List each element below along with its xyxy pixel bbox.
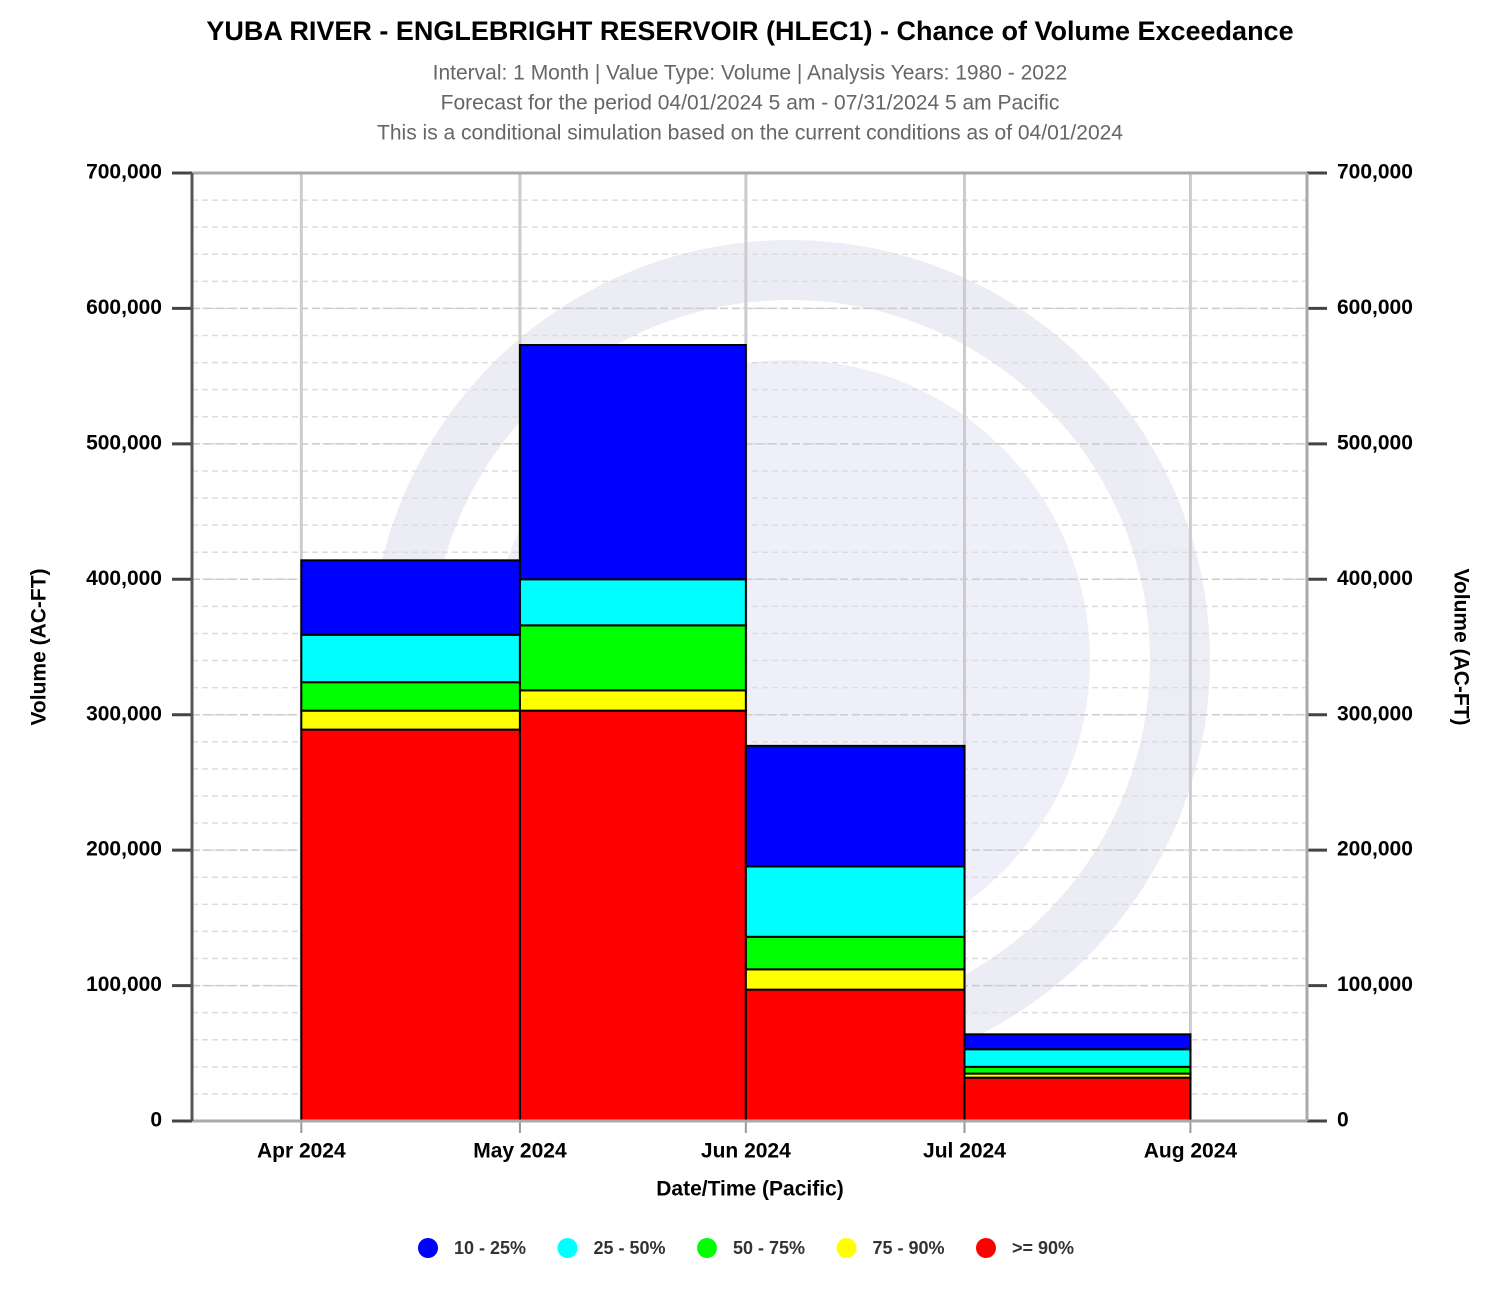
y-tick-label: 700,000 bbox=[86, 161, 162, 184]
y2-tick-label: 600,000 bbox=[1337, 296, 1413, 319]
y-tick-label: 600,000 bbox=[86, 296, 162, 319]
bar-segment bbox=[963, 1065, 1192, 1075]
x-tick-label: May 2024 bbox=[473, 1140, 567, 1163]
y2-tick-label: 500,000 bbox=[1337, 431, 1413, 454]
bar-segment bbox=[300, 681, 521, 712]
legend-marker bbox=[976, 1238, 996, 1258]
x-tick-label: Apr 2024 bbox=[257, 1140, 346, 1163]
legend-marker bbox=[836, 1238, 857, 1258]
y-axis-label: Volume (AC-FT) bbox=[28, 568, 51, 725]
y2-tick-label: 300,000 bbox=[1337, 702, 1413, 725]
bar-segment bbox=[300, 633, 521, 684]
legend-marker bbox=[557, 1238, 578, 1258]
bar-segment bbox=[300, 728, 521, 1123]
y-tick-label: 100,000 bbox=[86, 973, 162, 996]
legend-label: 25 - 50% bbox=[594, 1238, 666, 1258]
bar-segment bbox=[518, 578, 747, 627]
bar-segment bbox=[744, 744, 966, 868]
y2-tick-label: 700,000 bbox=[1337, 161, 1413, 184]
bar-segment bbox=[518, 689, 747, 712]
bar-segment bbox=[963, 1076, 1192, 1122]
subtitle: Interval: 1 Month | Value Type: Volume |… bbox=[433, 62, 1068, 85]
bar-segment bbox=[744, 988, 966, 1122]
bar-segment bbox=[744, 968, 966, 991]
bar-segment bbox=[518, 624, 747, 692]
y-tick-label: 400,000 bbox=[86, 567, 162, 590]
x-axis-label: Date/Time (Pacific) bbox=[656, 1178, 844, 1201]
y-tick-label: 500,000 bbox=[86, 431, 162, 454]
legend-label: >= 90% bbox=[1012, 1238, 1074, 1258]
bar-segment bbox=[744, 865, 966, 938]
x-tick-label: Jun 2024 bbox=[701, 1140, 791, 1163]
bar-segment bbox=[300, 559, 521, 636]
subtitle: This is a conditional simulation based o… bbox=[377, 122, 1123, 145]
y-tick-label: 0 bbox=[150, 1109, 162, 1132]
legend-label: 75 - 90% bbox=[873, 1238, 945, 1258]
bar-segment bbox=[963, 1048, 1192, 1068]
x-tick-label: Aug 2024 bbox=[1144, 1140, 1238, 1163]
y2-tick-label: 400,000 bbox=[1337, 567, 1413, 590]
y-tick-label: 300,000 bbox=[86, 702, 162, 725]
legend-marker bbox=[697, 1238, 717, 1258]
y2-axis-label: Volume (AC-FT) bbox=[1449, 568, 1472, 725]
legend-marker bbox=[418, 1238, 438, 1258]
chart-title: YUBA RIVER - ENGLEBRIGHT RESERVOIR (HLEC… bbox=[206, 16, 1293, 46]
x-tick-label: Jul 2024 bbox=[923, 1140, 1006, 1163]
subtitle: Forecast for the period 04/01/2024 5 am … bbox=[441, 92, 1060, 115]
bar-segment bbox=[744, 935, 966, 971]
legend-label: 50 - 75% bbox=[733, 1238, 805, 1258]
y2-tick-label: 200,000 bbox=[1337, 838, 1413, 861]
y2-tick-label: 0 bbox=[1337, 1109, 1349, 1132]
legend-label: 10 - 25% bbox=[454, 1238, 526, 1258]
bar-segment bbox=[300, 709, 521, 731]
bar-segment bbox=[518, 709, 747, 1122]
bar-segment bbox=[518, 343, 747, 581]
bar-segment bbox=[963, 1033, 1192, 1051]
y2-tick-label: 100,000 bbox=[1337, 973, 1413, 996]
y-tick-label: 200,000 bbox=[86, 838, 162, 861]
